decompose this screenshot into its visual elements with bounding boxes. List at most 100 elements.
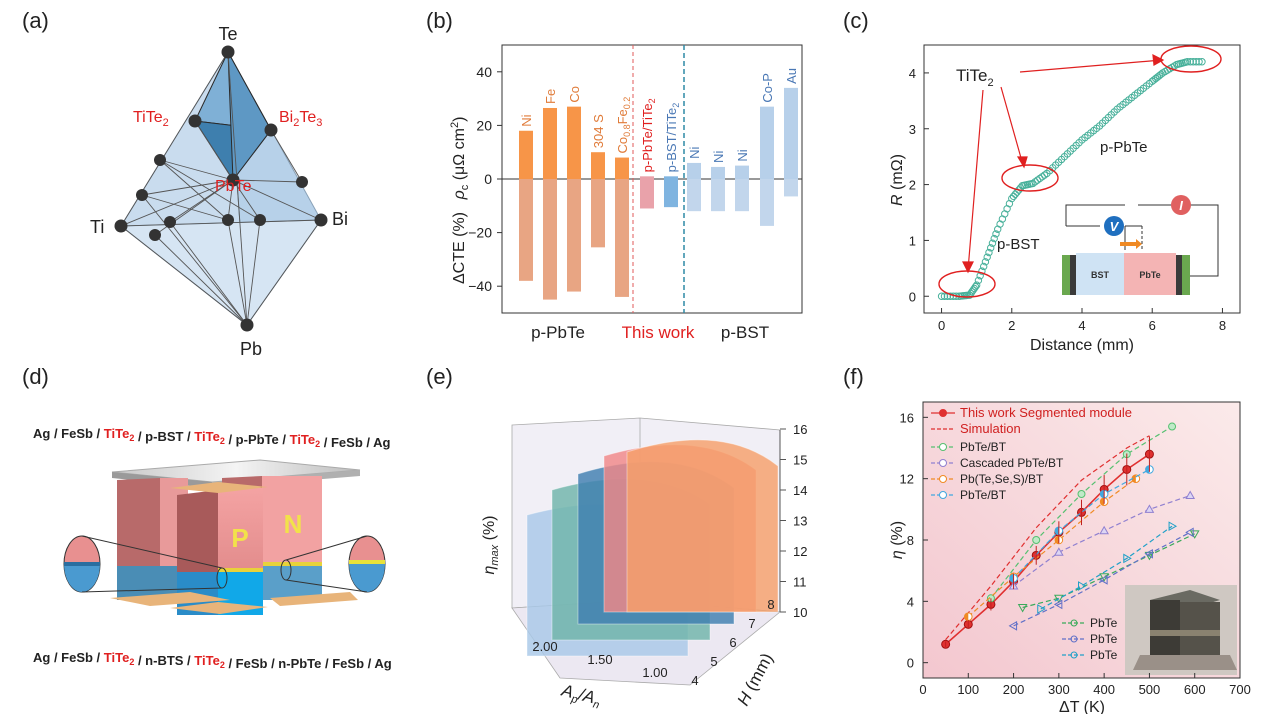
- ytick-label: 0: [484, 171, 492, 187]
- point-bi2te3: [264, 123, 278, 137]
- point-tite2: [188, 114, 202, 128]
- bar-rho-3: [591, 152, 605, 179]
- series-point: [1099, 573, 1110, 582]
- panel-label-c: (c): [843, 8, 869, 33]
- xtick-label: 0: [938, 318, 945, 333]
- data-point: [1192, 58, 1200, 66]
- ytick-label: 2: [909, 178, 916, 193]
- vertex-bi: Bi: [332, 209, 348, 229]
- bar-label-5: p-PbTe/TiTe2: [640, 98, 657, 172]
- chart-e-ylabel: H (mm): [733, 650, 776, 709]
- chart-b-ylabel-top: ρc (μΩ cm2): [449, 117, 471, 201]
- ytick-label: 3: [909, 122, 916, 137]
- bar-label-3: 304 S: [591, 114, 606, 148]
- stack-bottom: Ag / FeSb / TiTe2 / n-BTS / TiTe2 / FeSb…: [33, 650, 392, 671]
- bar-rho-0: [519, 130, 533, 179]
- ztick-label: 16: [793, 422, 807, 437]
- ytick-label: 16: [900, 410, 914, 425]
- panel-b: 40 20 0 −20 −40 Ni Fe Co 304 S Co0.8Fe0.2 p-PbTe/…: [449, 44, 803, 342]
- panel-f: 0 100 200 300 400 500 600 700 0 4 8 12 16 This work …: [889, 401, 1251, 714]
- bar-cte-4: [615, 179, 629, 297]
- bar-label-6: p-BST/TiTe2: [664, 103, 681, 173]
- annot-tite2: TiTe2: [956, 66, 994, 89]
- data-point: [979, 262, 988, 271]
- bar-label-2: Co: [567, 86, 582, 103]
- legend-label-5: PbTe/BT: [960, 488, 1007, 502]
- data-point: [990, 234, 998, 243]
- bar-cte-9: [735, 179, 749, 212]
- bar-label-11: Au: [784, 68, 799, 84]
- ytick-label: 12: [900, 472, 914, 487]
- legend-marker: [939, 443, 947, 451]
- data-point: [972, 281, 981, 289]
- ytick-label: −20: [468, 225, 492, 241]
- bar-cte-11: [784, 179, 798, 197]
- point-pbte: [226, 173, 240, 187]
- ytick-label: 8: [907, 533, 914, 548]
- xtick-label: 500: [1139, 682, 1161, 697]
- legend-label-6: PbTe: [1090, 616, 1118, 630]
- data-point: [940, 292, 949, 300]
- ytick-label: 5: [710, 654, 717, 669]
- chart-b-bars: [519, 87, 798, 300]
- chart-f-series: [941, 422, 1200, 649]
- legend-marker: [1070, 651, 1078, 659]
- xtick-label: 6: [1149, 318, 1156, 333]
- series-point: [1077, 490, 1086, 498]
- panel-d: Ag / FeSb / TiTe2 / p-BST / TiTe2 / p-Pb…: [33, 426, 392, 671]
- data-point: [987, 244, 995, 252]
- phase-points: [114, 45, 328, 332]
- panel-label-e: (e): [426, 364, 453, 389]
- panel-label-a: (a): [22, 8, 49, 33]
- point-extra: [154, 154, 166, 166]
- xtick-label: 300: [1048, 682, 1070, 697]
- bar-cte-8: [711, 179, 725, 212]
- point-extra: [254, 214, 266, 226]
- bar-label-4: Co0.8Fe0.2: [615, 97, 632, 154]
- data-point: [1186, 58, 1194, 66]
- data-point: [937, 292, 946, 300]
- legend-label-2: PbTe/BT: [960, 440, 1007, 454]
- series-point: [1185, 490, 1196, 500]
- ytick-label: 8: [767, 597, 774, 612]
- label-bi2te3: Bi2Te3: [279, 109, 322, 129]
- ztick-label: 15: [793, 453, 807, 468]
- label-pbte: PbTe: [215, 178, 252, 195]
- series-point: [1099, 575, 1108, 585]
- bar-label-8: Ni: [711, 151, 726, 163]
- annot-arrows: [962, 53, 1165, 274]
- chart-c-ylabel: R (mΩ): [889, 154, 906, 206]
- inset-bst: BST: [1091, 270, 1110, 280]
- series-point: [1017, 603, 1028, 613]
- ytick-label: 0: [907, 656, 914, 671]
- bar-rho-6: [664, 176, 678, 179]
- data-point: [978, 267, 986, 275]
- chart-f-axes: 0 100 200 300 400 500 600 700 0 4 8 12 16: [900, 410, 1251, 697]
- point-ti: [114, 219, 128, 233]
- bar-rho-5: [640, 176, 654, 179]
- series-point: [1168, 422, 1177, 431]
- ztick-label: 13: [793, 514, 807, 529]
- inset-pbte: PbTe: [1139, 270, 1160, 280]
- xtick-label: 0: [919, 682, 926, 697]
- bar-rho-2: [567, 106, 581, 179]
- stack-top: Ag / FeSb / TiTe2 / p-BST / TiTe2 / p-Pb…: [33, 426, 391, 450]
- ytick-label: 0: [909, 289, 916, 304]
- xtick-label: 400: [1093, 682, 1115, 697]
- series-point: [1099, 525, 1110, 535]
- bar-rho-8: [711, 166, 725, 179]
- inset-i: I: [1179, 198, 1183, 213]
- legend-marker: [939, 459, 947, 467]
- bar-label-1: Fe: [543, 89, 558, 104]
- data-point: [1183, 58, 1192, 66]
- legend-marker: [939, 409, 947, 417]
- legend-marker: [939, 491, 947, 499]
- xtick-label: 1.50: [587, 652, 612, 667]
- zoom-right: [280, 535, 386, 593]
- series-point-fill: [1100, 497, 1105, 506]
- series-point: [1144, 504, 1155, 513]
- point-extra: [136, 189, 148, 201]
- series-point-fill: [1100, 490, 1105, 498]
